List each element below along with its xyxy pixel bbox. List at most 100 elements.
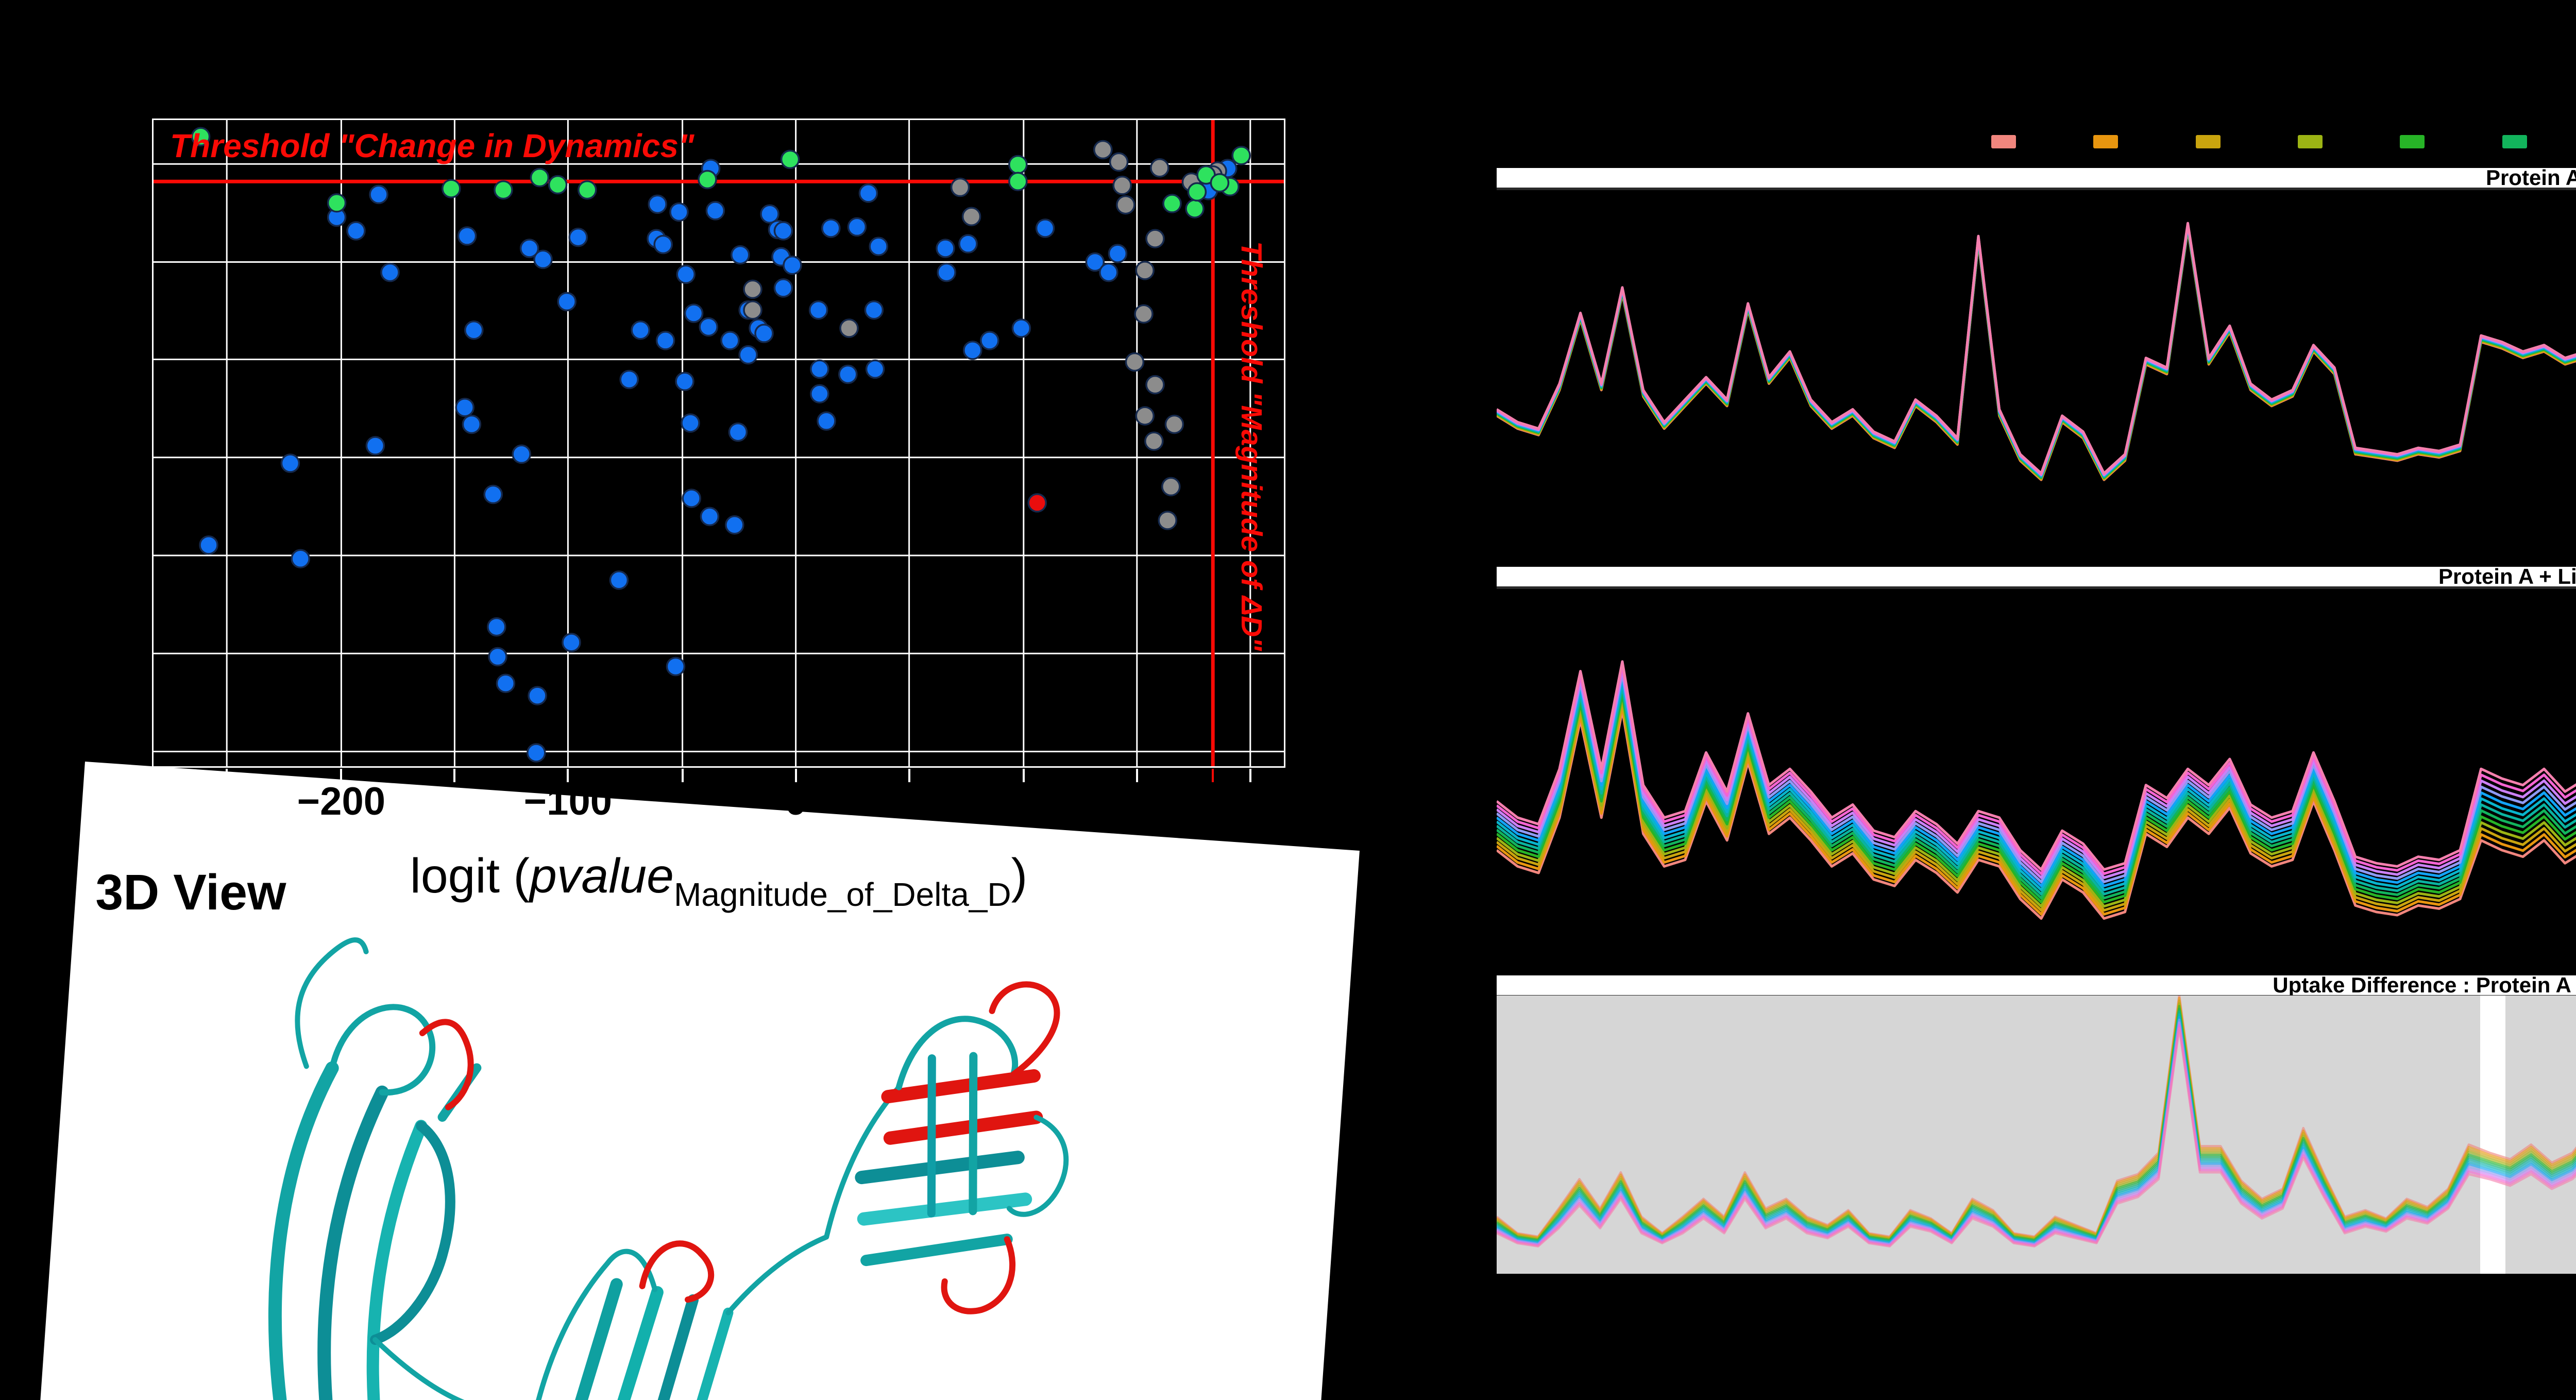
volcano-dot-blue	[369, 184, 388, 205]
legend-timepoint-swatch	[2502, 135, 2527, 148]
axis-label-pvalue: pvalue	[530, 849, 674, 903]
volcano-dot-blue	[380, 262, 400, 282]
x-axis-tick	[1249, 769, 1251, 782]
volcano-dot-blue	[681, 413, 700, 433]
volcano-dot-gray	[743, 279, 762, 299]
volcano-dot-blue	[488, 647, 507, 667]
volcano-dot-green	[1187, 182, 1207, 202]
volcano-dot-blue	[838, 364, 858, 384]
uptake-line-timepoint-6	[1497, 690, 2576, 898]
volcano-dot-gray	[1093, 140, 1113, 160]
volcano-dot-blue	[684, 303, 704, 323]
volcano-dot-blue	[609, 570, 629, 590]
uptake-line-timepoint-2	[1497, 229, 2576, 497]
volcano-border	[152, 119, 1285, 768]
chart-title-protein-a-ligand: Protein A + Ligand	[2438, 564, 2576, 588]
panel-3d-view: 3D View	[38, 762, 1360, 1400]
uptake-line-timepoint-3	[1497, 702, 2576, 910]
uptake-line-timepoint-13	[1497, 662, 2576, 870]
volcano-dot-blue	[528, 686, 547, 705]
3d-view-title: 3D View	[95, 864, 286, 920]
volcano-dot-gray	[1116, 195, 1136, 215]
volcano-dot-blue	[527, 743, 546, 763]
uptake-line-timepoint-11	[1497, 669, 2576, 878]
x-axis-tick	[340, 769, 343, 782]
uptake-line-timepoint-13	[1497, 223, 2576, 473]
uptake-line-timepoint-9	[1497, 678, 2576, 886]
legend-timepoint-swatch	[1991, 135, 2016, 148]
uptake-line-timepoint-11	[1497, 224, 2576, 475]
uptake-line-timepoint-5	[1497, 228, 2576, 478]
volcano-dot-blue	[280, 453, 300, 473]
uptake-difference-line-timepoint-10	[1497, 1020, 2576, 1251]
volcano-dot-blue	[199, 535, 218, 555]
volcano-dot-gray	[1112, 176, 1132, 195]
volcano-dot-blue	[619, 369, 639, 390]
volcano-dot-gray	[743, 300, 762, 320]
x-axis-tick	[453, 769, 456, 782]
volcano-dot-blue	[958, 234, 978, 254]
uptake-difference-plot-area	[1497, 996, 2576, 1274]
uptake-line-timepoint-8	[1497, 226, 2576, 476]
axis-label-prefix: logit (	[410, 849, 530, 903]
volcano-dot-blue	[455, 397, 474, 417]
uptake-line-timepoint-4	[1497, 698, 2576, 906]
volcano-dot-blue	[655, 331, 675, 350]
volcano-dot-blue	[700, 507, 720, 527]
volcano-dot-blue	[557, 292, 577, 312]
volcano-dot-blue	[676, 264, 696, 284]
volcano-dot-blue	[496, 673, 516, 693]
uptake-line-timepoint-7	[1497, 686, 2576, 894]
uptake-line-timepoint-12	[1497, 666, 2576, 874]
x-axis-tick	[681, 769, 684, 782]
volcano-dot-gray	[1135, 406, 1155, 426]
volcano-dot-green	[1185, 199, 1205, 218]
volcano-dot-blue	[858, 183, 878, 203]
volcano-dot-blue	[1099, 262, 1118, 282]
uptake-line-timepoint-9	[1497, 225, 2576, 476]
volcano-dot-blue	[705, 201, 725, 221]
volcano-dot-gray	[1135, 261, 1155, 280]
volcano-dot-blue	[847, 217, 867, 237]
volcano-dot-gray	[950, 177, 970, 197]
volcano-dot-blue	[519, 239, 539, 258]
volcano-dot-blue	[562, 633, 581, 652]
x-axis-tick	[226, 769, 228, 782]
volcano-dot-blue	[533, 249, 553, 269]
volcano-dot-blue	[462, 414, 482, 434]
x-tick-label: 100	[991, 780, 1057, 823]
volcano-dot-blue	[937, 262, 956, 282]
uptake-line-timepoint-2	[1497, 706, 2576, 915]
diff-chart-white-band	[2480, 996, 2505, 1274]
volcano-dot-green	[548, 175, 568, 195]
volcano-dot-green	[1210, 173, 1230, 193]
volcano-dot-blue	[568, 227, 588, 247]
uptake-line-timepoint-10	[1497, 673, 2576, 882]
volcano-dot-blue	[653, 234, 673, 255]
uptake-line-timepoint-8	[1497, 682, 2576, 890]
uptake-chart-protein-a	[1497, 192, 2576, 565]
x-tick-label: −100	[523, 780, 612, 823]
volcano-dot-red	[1027, 493, 1047, 513]
volcano-dot-blue	[817, 411, 836, 431]
volcano-dot-blue	[738, 345, 758, 365]
uptake-difference-line-timepoint-11	[1497, 1022, 2576, 1250]
volcano-dot-blue	[731, 245, 750, 265]
volcano-dot-gray	[1144, 431, 1164, 451]
volcano-dot-gray	[1109, 152, 1129, 172]
volcano-dot-green	[530, 167, 550, 188]
x-axis-tick	[908, 769, 910, 782]
volcano-dot-green	[327, 193, 347, 213]
x-axis-tick	[567, 769, 569, 782]
volcano-dot-blue	[821, 218, 841, 238]
volcano-dot-blue	[457, 226, 477, 246]
x-axis-tick-threshold	[1212, 769, 1214, 782]
volcano-dot-green	[578, 180, 597, 200]
volcano-dot-blue	[869, 237, 888, 256]
chart-title-bar-protein-a-ligand: Protein A + Ligand	[1497, 564, 2576, 589]
volcano-dot-blue	[699, 317, 718, 337]
volcano-dot-blue	[666, 656, 686, 677]
protein-ribbon-icon	[268, 937, 1069, 1400]
volcano-dot-blue	[648, 194, 667, 214]
